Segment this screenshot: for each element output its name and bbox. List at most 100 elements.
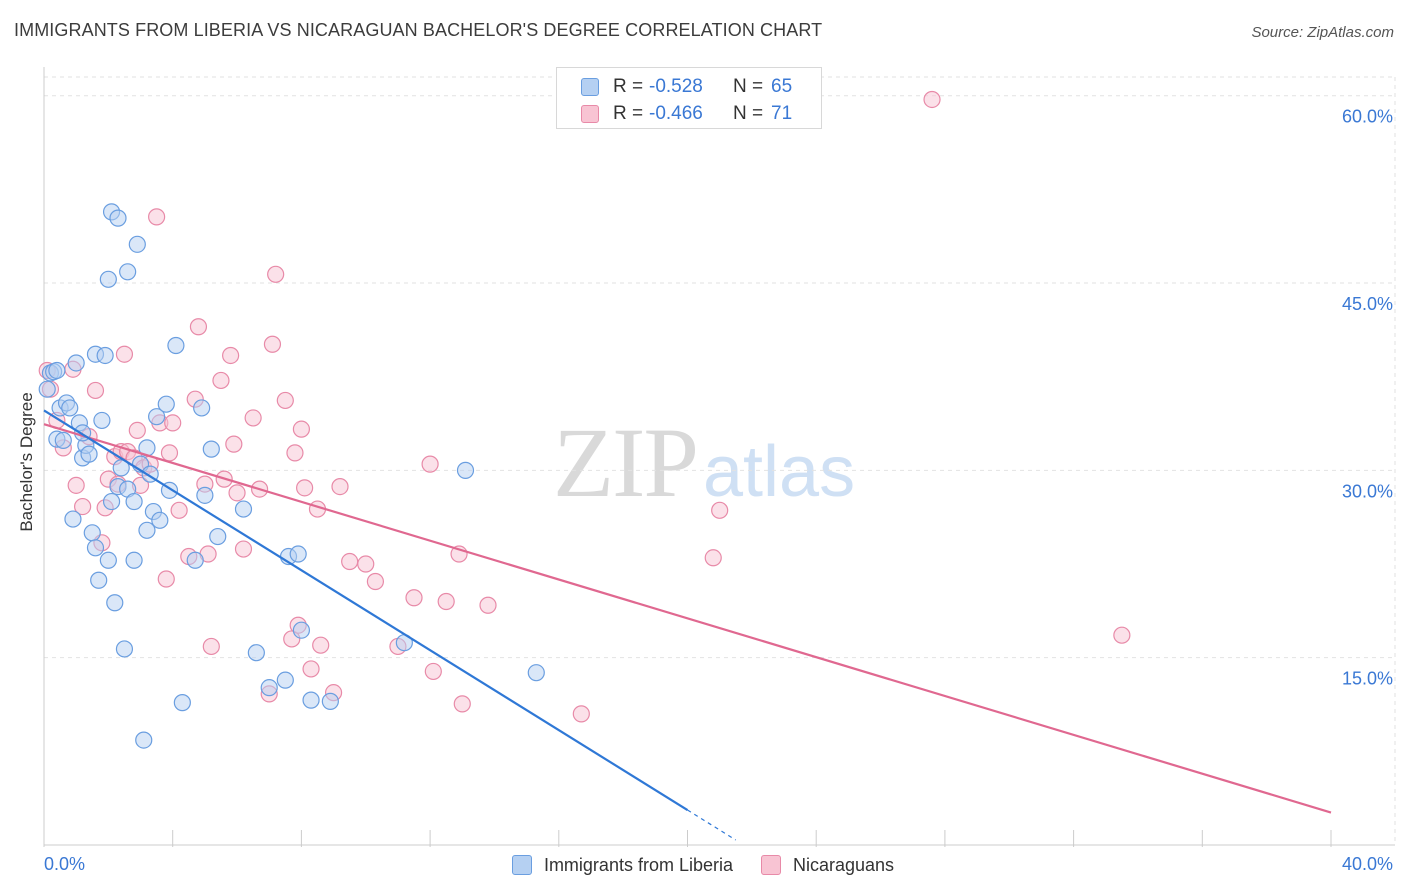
chart-title: IMMIGRANTS FROM LIBERIA VS NICARAGUAN BA…	[14, 20, 823, 40]
legend-n-value: 65	[771, 76, 793, 97]
data-point-liberia	[151, 511, 169, 529]
trend-line-nicaraguans	[43, 423, 1332, 814]
data-point-liberia	[83, 524, 101, 542]
legend-n-value: 71	[771, 103, 793, 124]
data-point-liberia	[54, 431, 72, 449]
legend-label-liberia: Immigrants from Liberia	[543, 854, 733, 875]
data-point-nicaraguans	[225, 435, 243, 453]
legend-n-label: N =	[733, 76, 764, 97]
data-point-nicaraguans	[366, 572, 385, 591]
data-point-liberia	[115, 640, 134, 658]
data-point-liberia	[48, 361, 66, 380]
data-point-liberia	[202, 440, 220, 458]
data-point-liberia	[102, 492, 121, 511]
legend-r-label: R =	[613, 103, 644, 124]
watermark-zip: ZIP	[553, 407, 699, 518]
data-point-liberia	[99, 270, 117, 288]
data-point-nicaraguans	[1113, 626, 1131, 644]
data-point-liberia	[186, 551, 204, 569]
data-point-nicaraguans	[74, 497, 92, 516]
data-point-nicaraguans	[263, 335, 282, 353]
data-point-nicaraguans	[424, 662, 442, 681]
data-point-liberia	[38, 380, 56, 398]
data-point-liberia	[247, 644, 265, 662]
data-point-liberia	[64, 510, 82, 528]
data-point-liberia	[80, 445, 98, 463]
data-point-liberia	[109, 209, 127, 227]
data-point-nicaraguans	[160, 444, 179, 462]
data-point-liberia	[90, 571, 108, 589]
data-point-nicaraguans	[157, 570, 175, 588]
series-legend: Immigrants from Liberia Nicaraguans	[0, 852, 1406, 878]
legend-row-nicaraguans: R = -0.466 N = 71	[581, 103, 792, 125]
data-point-liberia	[93, 411, 111, 430]
data-point-liberia	[128, 235, 146, 253]
data-point-liberia	[260, 679, 278, 697]
data-point-liberia	[456, 461, 475, 479]
data-point-liberia	[67, 354, 85, 372]
y-tick-label: 60.0%	[1342, 107, 1393, 127]
legend-swatch-nicaraguans	[761, 855, 781, 875]
legend-item-nicaraguans[interactable]: Nicaraguans	[761, 855, 894, 876]
data-point-nicaraguans	[164, 414, 182, 432]
data-point-nicaraguans	[405, 589, 423, 607]
data-point-liberia	[302, 691, 320, 709]
x-tick-label-end: 40.0%	[1342, 854, 1393, 874]
chart-source: Source: ZipAtlas.com	[1251, 24, 1394, 41]
data-point-nicaraguans	[331, 478, 349, 496]
zipatlas-watermark: ZIPatlas	[553, 405, 855, 520]
data-point-nicaraguans	[286, 444, 304, 462]
legend-r-value: -0.466	[649, 103, 703, 124]
legend-n-label: N =	[733, 103, 764, 124]
trend-line-liberia	[43, 409, 689, 811]
grid-lines	[44, 76, 1396, 845]
data-point-nicaraguans	[711, 501, 729, 519]
y-tick-label: 45.0%	[1342, 294, 1393, 314]
data-point-nicaraguans	[923, 90, 941, 109]
data-point-liberia	[196, 486, 214, 504]
data-point-liberia	[99, 551, 117, 569]
legend-label-nicaraguans: Nicaraguans	[793, 854, 895, 875]
data-point-liberia	[167, 336, 185, 355]
legend-swatch-nicaraguans	[581, 105, 599, 123]
watermark-atlas: atlas	[703, 432, 856, 512]
data-point-liberia	[173, 694, 191, 712]
data-point-nicaraguans	[148, 208, 166, 226]
legend-r-label: R =	[613, 76, 644, 97]
data-point-nicaraguans	[421, 455, 439, 473]
data-point-liberia	[276, 671, 294, 689]
data-point-liberia	[125, 551, 143, 569]
data-point-liberia	[112, 459, 130, 477]
x-tick-label-start: 0.0%	[44, 854, 85, 874]
data-point-liberia	[96, 346, 114, 365]
data-point-nicaraguans	[67, 476, 85, 494]
data-point-nicaraguans	[244, 409, 262, 427]
data-point-nicaraguans	[437, 592, 455, 611]
legend-row-liberia: R = -0.528 N = 65	[581, 76, 792, 98]
data-point-nicaraguans	[302, 660, 320, 678]
data-point-liberia	[135, 731, 153, 749]
data-point-nicaraguans	[341, 552, 359, 571]
data-point-liberia	[125, 492, 143, 511]
legend-swatch-liberia	[511, 855, 532, 875]
axes	[43, 67, 1395, 847]
trend-lines	[43, 409, 1332, 841]
y-tick-label: 15.0%	[1342, 669, 1393, 689]
data-point-nicaraguans	[312, 636, 330, 654]
data-point-liberia	[321, 692, 339, 710]
data-point-nicaraguans	[357, 555, 375, 573]
data-point-nicaraguans	[115, 345, 134, 363]
data-point-liberia	[119, 263, 137, 281]
data-point-nicaraguans	[202, 637, 220, 656]
data-point-nicaraguans	[212, 371, 230, 390]
data-point-nicaraguans	[86, 381, 105, 400]
y-tick-label: 30.0%	[1342, 481, 1393, 501]
data-point-nicaraguans	[189, 318, 208, 336]
data-point-nicaraguans	[267, 265, 285, 283]
data-point-liberia	[148, 408, 166, 426]
data-point-liberia	[292, 621, 310, 639]
data-point-liberia	[138, 521, 156, 539]
legend-item-liberia[interactable]: Immigrants from Liberia	[511, 854, 733, 876]
legend-r-value: -0.528	[649, 76, 703, 97]
